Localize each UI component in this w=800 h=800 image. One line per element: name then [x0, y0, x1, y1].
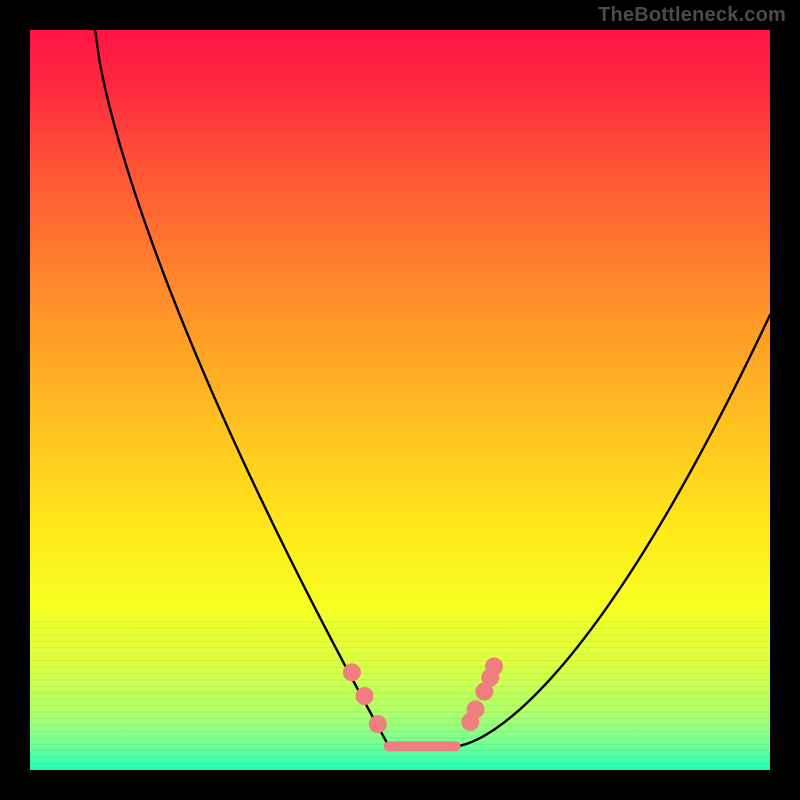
plot-area [30, 30, 770, 770]
bottleneck-curve [30, 30, 770, 770]
chart-stage: TheBottleneck.com [0, 0, 800, 800]
marker-dot [343, 663, 361, 681]
marker-dot [466, 700, 484, 718]
marker-dot [485, 657, 503, 675]
watermark-text: TheBottleneck.com [598, 4, 786, 27]
marker-dot [369, 715, 387, 733]
curve-path [95, 30, 770, 746]
marker-dot [355, 687, 373, 705]
